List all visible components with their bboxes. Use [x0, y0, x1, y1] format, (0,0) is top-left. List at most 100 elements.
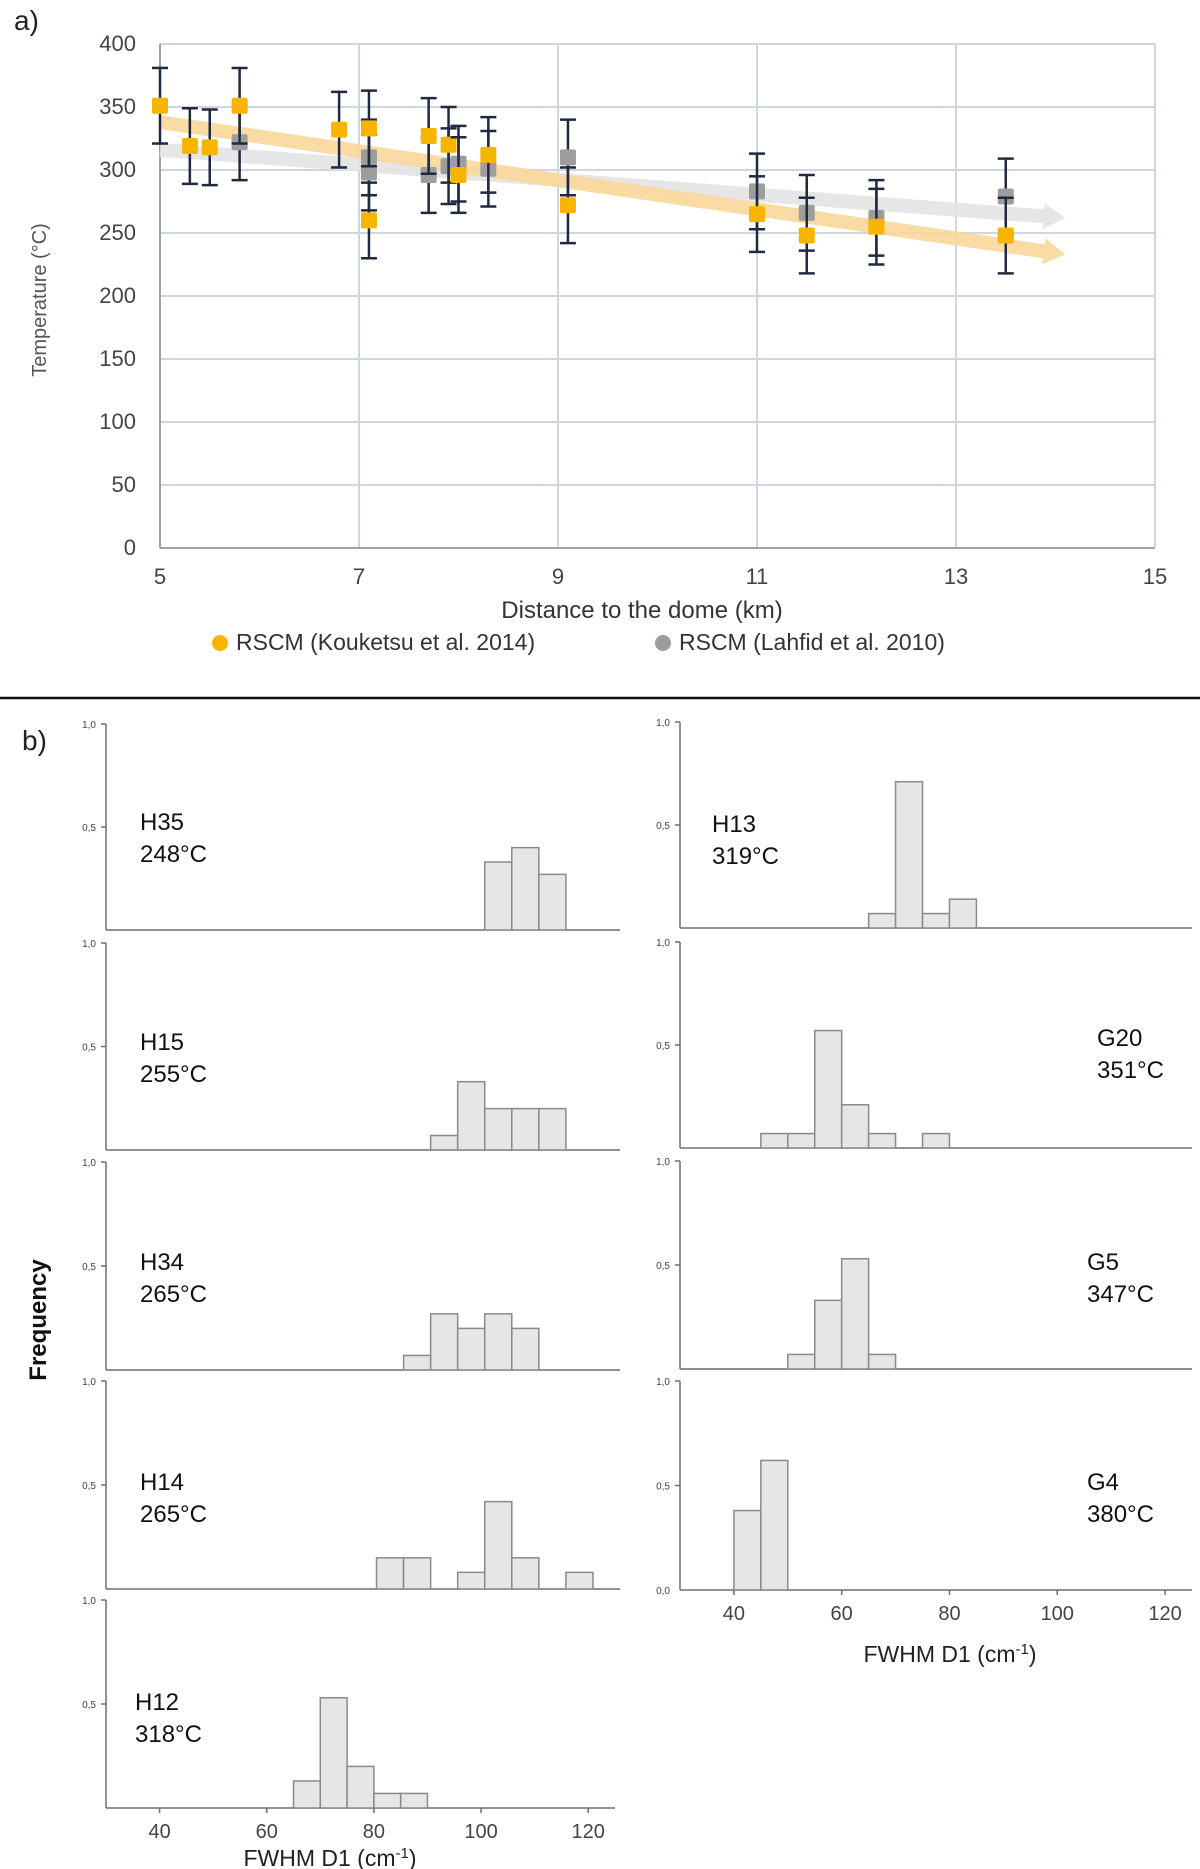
panel-b-letter: b) — [22, 725, 47, 756]
point-marker — [480, 146, 497, 163]
sample-label: H34 — [140, 1249, 184, 1276]
hist-y-tick-label: 0,5 — [656, 1261, 670, 1272]
y-axis-title: Temperature (°C) — [29, 223, 51, 377]
sample-label: H14 — [140, 1469, 184, 1496]
histogram-bar — [840, 1258, 870, 1370]
point-marker — [231, 97, 248, 114]
point-marker — [181, 138, 198, 155]
sample-label: G5 — [1087, 1249, 1119, 1276]
histogram-g4: 1,0 0,5 0,0 G4 380°C 40 60 80 100 120 — [656, 1377, 1192, 1625]
histogram-bar — [511, 1557, 540, 1590]
x-axis-title-left: FWHM D1 (cm-1) — [243, 1845, 416, 1869]
data-point — [331, 90, 348, 169]
histogram-g20: 1,0 0,5 G20 351°C — [656, 938, 1192, 1149]
panel-a: a) 0 50 100 150 200 250 300 350 400 5 7 9 11 13 15 Dis… — [14, 5, 1167, 655]
hist-x-tick-label: 100 — [1041, 1603, 1074, 1625]
x-tick-label: 11 — [746, 564, 769, 589]
legend-label-kouketsu: RSCM (Kouketsu et al. 2014) — [236, 629, 535, 655]
histogram-bar — [813, 1029, 843, 1149]
data-point — [798, 196, 815, 275]
histogram-h34: 1,0 0,5 H34 265°C — [82, 1158, 620, 1371]
hist-y-tick-label: 1,0 — [82, 1158, 96, 1169]
trend-arrows — [159, 115, 1066, 265]
point-marker — [201, 139, 218, 156]
point-marker — [997, 227, 1014, 244]
y-tick-label: 300 — [99, 157, 136, 182]
sample-temperature: 351°C — [1097, 1057, 1164, 1084]
histogram-bar — [456, 1571, 486, 1590]
hist-x-tick-label: 40 — [723, 1603, 745, 1625]
x-axis-title: Distance to the dome (km) — [501, 597, 782, 624]
histogram-bar — [429, 1313, 459, 1371]
point-marker — [559, 197, 576, 214]
point-marker — [450, 167, 467, 184]
sample-temperature: 347°C — [1087, 1281, 1154, 1308]
data-point — [152, 66, 168, 145]
hist-y-tick-label: 0,5 — [82, 823, 96, 834]
hist-y-tick-label: 1,0 — [656, 938, 670, 949]
histogram-bar — [538, 873, 567, 931]
point-marker — [420, 127, 437, 144]
histogram-bar — [373, 1792, 402, 1809]
scatter-tick-labels: 0 50 100 150 200 250 300 350 400 5 7 9 11 13 15 — [99, 31, 1167, 589]
histogram-bar — [429, 1134, 459, 1151]
hist-x-tick-label: 100 — [464, 1821, 497, 1843]
histogram-bar — [402, 1354, 432, 1371]
data-point — [440, 105, 457, 184]
histogram-bar — [787, 1353, 816, 1370]
hist-y-tick-label: 1,0 — [82, 720, 96, 731]
x-axis-title-right: FWHM D1 (cm-1) — [863, 1641, 1036, 1667]
hist-y-tick-label: 1,0 — [656, 718, 670, 729]
hist-x-tick-label: 60 — [256, 1821, 278, 1843]
y-tick-label: 100 — [99, 409, 136, 434]
histogram-bar — [511, 1107, 540, 1151]
histogram-h13: 1,0 0,5 H13 319°C — [656, 718, 1192, 929]
histogram-bar — [813, 1299, 843, 1370]
y-tick-label: 400 — [99, 31, 136, 56]
histogram-h14: 1,0 0,5 H14 265°C — [82, 1377, 620, 1590]
histogram-bar — [760, 1459, 789, 1591]
histogram-bar — [760, 1132, 789, 1149]
histogram-bar — [565, 1571, 594, 1590]
hist-y-tick-label: 1,0 — [656, 1377, 670, 1388]
data-point — [201, 108, 218, 187]
hist-x-tick-label: 120 — [1148, 1603, 1181, 1625]
point-marker — [360, 120, 377, 137]
point-marker — [420, 167, 437, 184]
point-marker — [749, 206, 765, 223]
histogram-bar — [399, 1792, 429, 1809]
histogram-h15: 1,0 0,5 H15 255°C — [82, 939, 620, 1151]
sample-temperature: 265°C — [140, 1501, 207, 1528]
legend-marker-lahfid — [655, 635, 671, 651]
sample-temperature: 255°C — [140, 1061, 207, 1088]
hist-y-tick-label: 0,5 — [656, 1041, 670, 1052]
histogram-bar — [733, 1509, 762, 1591]
histogram-bar — [483, 1313, 513, 1371]
histogram-bar — [867, 1132, 897, 1149]
y-tick-label: 200 — [99, 283, 136, 308]
panel-a-letter: a) — [14, 5, 39, 36]
scatter-grid — [159, 43, 1156, 549]
sample-label: H15 — [140, 1029, 184, 1056]
point-marker — [868, 218, 885, 235]
sample-label: G4 — [1087, 1469, 1119, 1496]
histogram-bar — [538, 1107, 567, 1151]
histogram-bar — [319, 1697, 348, 1809]
y-tick-label: 250 — [99, 220, 136, 245]
hist-y-tick-label: 0,5 — [82, 1700, 96, 1711]
point-marker — [152, 97, 168, 114]
data-point — [181, 107, 198, 186]
point-marker — [997, 188, 1014, 205]
histogram-h12: 1,0 0,5 H12 318°C 40 60 80 100 120 — [82, 1596, 615, 1843]
histogram-bar — [921, 912, 951, 929]
sample-label: G20 — [1097, 1025, 1142, 1052]
y-tick-label: 350 — [99, 94, 136, 119]
data-point — [360, 89, 377, 168]
histogram-bar — [375, 1557, 405, 1590]
hist-y-tick-label: 0,5 — [656, 821, 670, 832]
point-marker — [440, 136, 457, 153]
histogram-bar — [456, 1327, 486, 1371]
legend-label-lahfid: RSCM (Lahfid et al. 2010) — [679, 629, 945, 655]
histogram-bar — [921, 1132, 951, 1149]
